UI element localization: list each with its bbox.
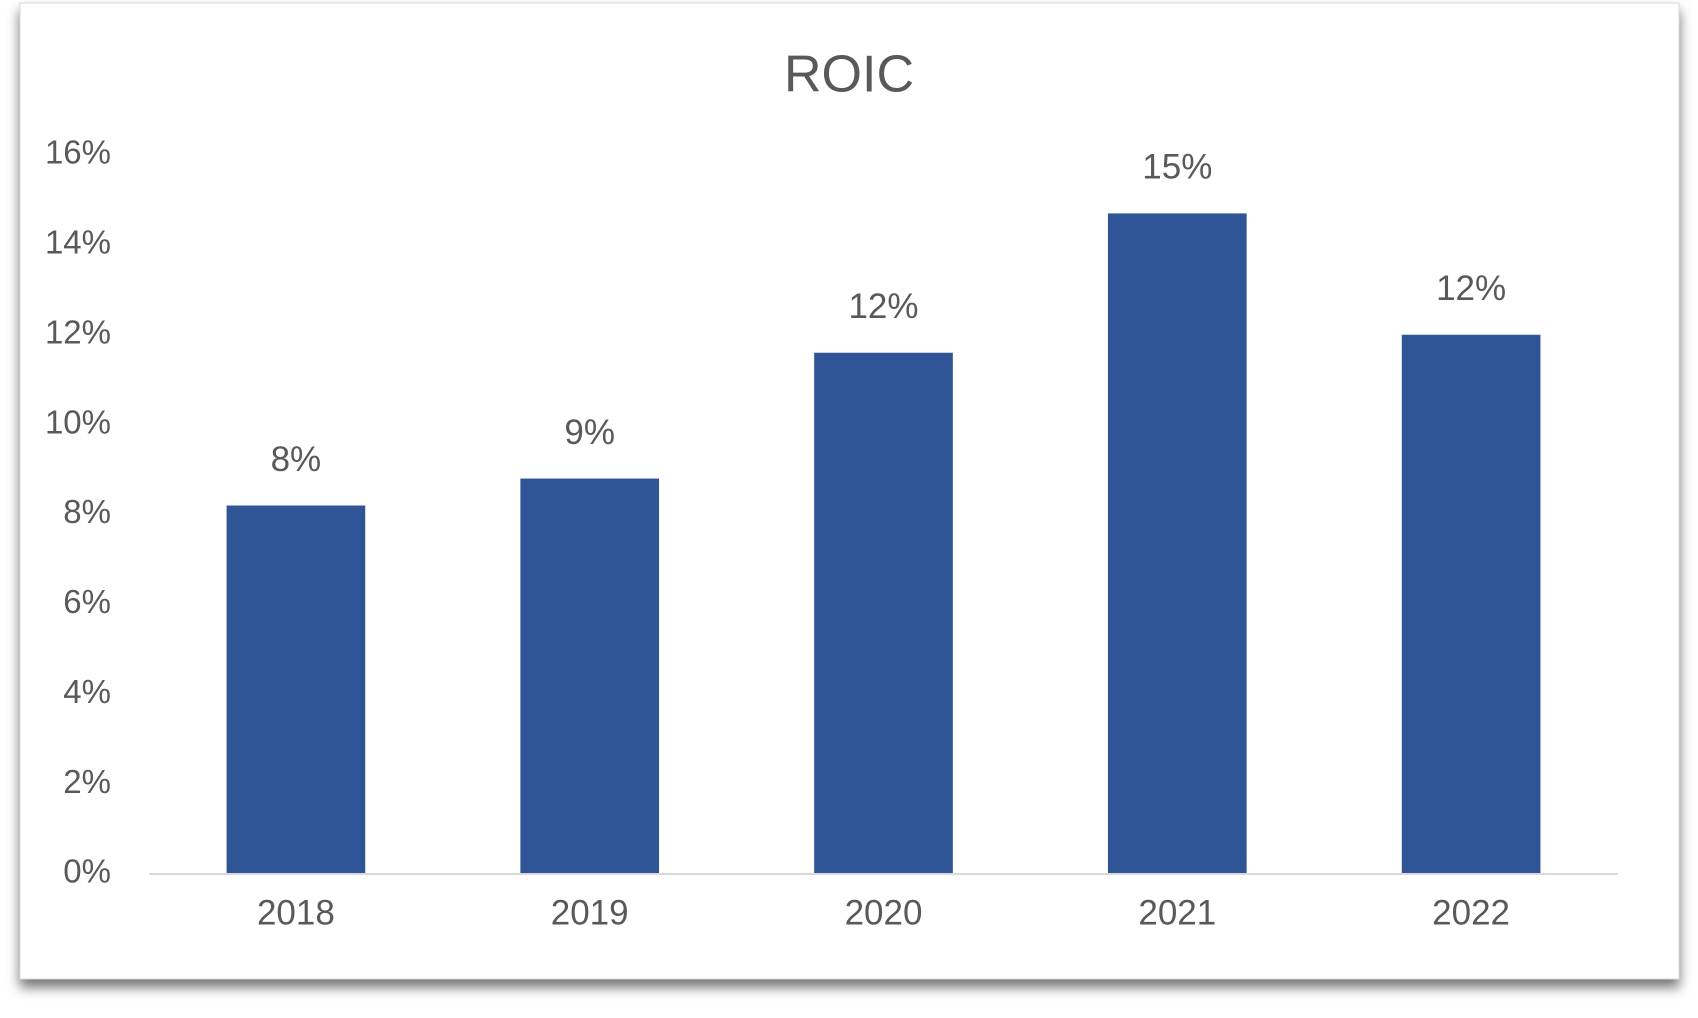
x-tick-label: 2018 — [257, 893, 335, 932]
x-tick-label: 2021 — [1138, 893, 1216, 932]
y-tick-label: 2% — [63, 763, 111, 800]
y-tick-label: 6% — [63, 583, 111, 620]
y-tick-label: 16% — [45, 134, 111, 171]
bar — [520, 478, 660, 874]
bar — [1107, 213, 1247, 874]
y-tick-label: 8% — [63, 493, 111, 530]
chart-title: ROIC — [784, 46, 914, 104]
bar — [814, 352, 953, 875]
x-tick-label: 2022 — [1432, 893, 1510, 932]
y-tick-label: 4% — [63, 673, 111, 710]
value-label: 12% — [1436, 269, 1506, 308]
bar — [226, 505, 366, 874]
value-label: 12% — [848, 287, 918, 326]
value-label: 15% — [1142, 148, 1212, 187]
x-tick-label: 2020 — [845, 893, 923, 932]
value-label: 9% — [564, 413, 615, 452]
y-tick-label: 0% — [63, 853, 111, 890]
x-tick-label: 2019 — [551, 893, 629, 932]
value-label: 8% — [271, 440, 322, 479]
y-tick-label: 10% — [45, 403, 111, 440]
y-tick-label: 12% — [45, 313, 111, 350]
y-tick-label: 14% — [45, 224, 111, 261]
bar — [1401, 334, 1541, 874]
